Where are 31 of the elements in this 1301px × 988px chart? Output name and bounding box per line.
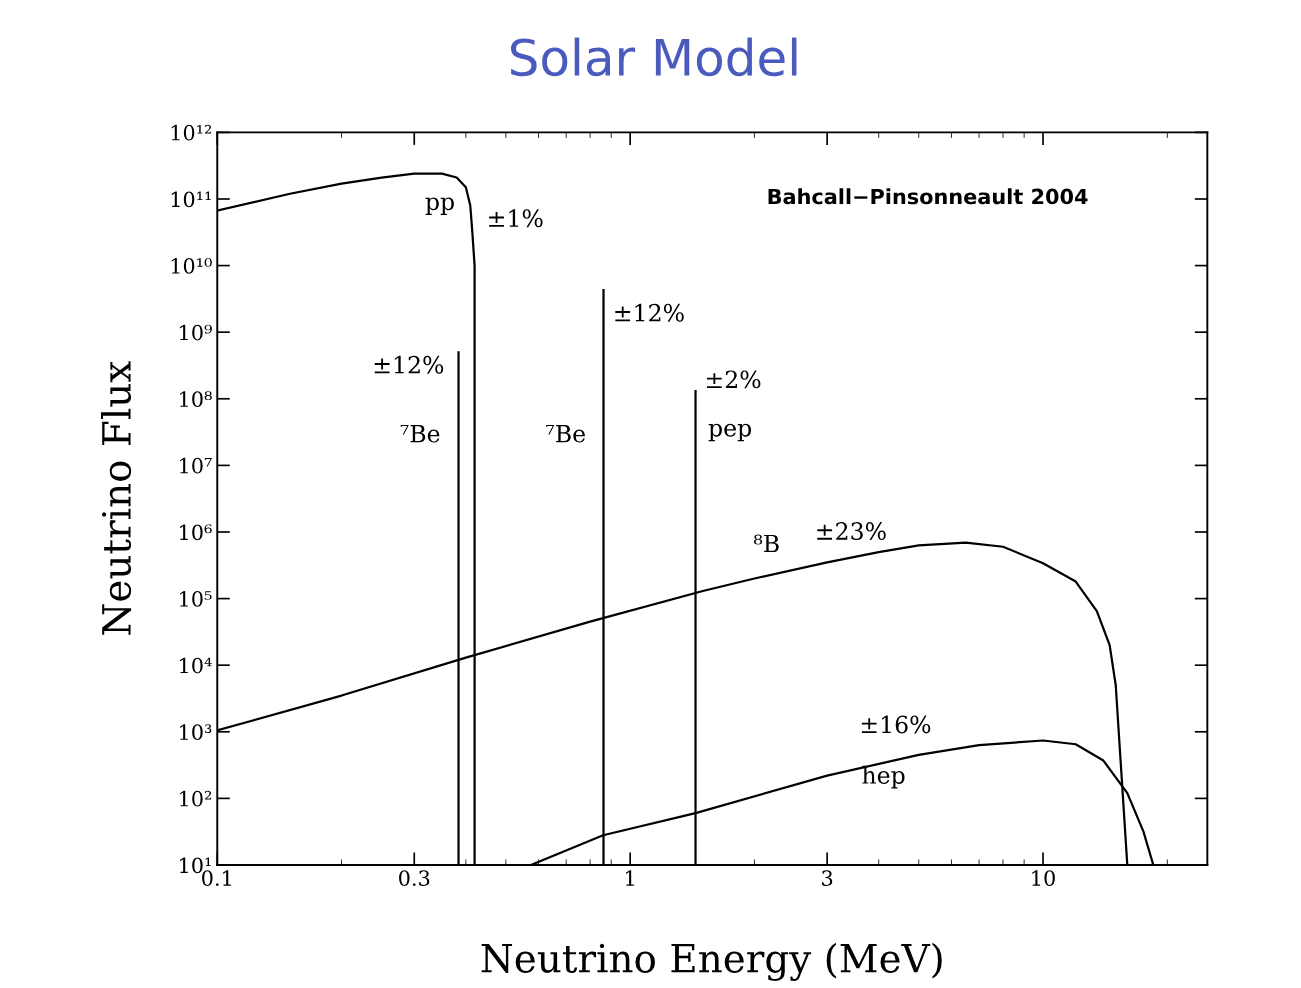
y-tick-label: 10¹¹	[171, 191, 211, 208]
series-label: ⁷Be	[400, 424, 440, 443]
chart-title: Solar Model	[510, 37, 797, 77]
y-tick-label: 10⁵	[180, 591, 212, 607]
x-axis-title: Neutrino Energy (MeV)	[481, 942, 942, 981]
y-tick-label: 10³	[180, 724, 212, 740]
x-tick-label: 1	[626, 870, 634, 886]
annotation: ±12%	[615, 303, 684, 322]
annotation: ±1%	[489, 209, 543, 228]
y-tick-label: 10⁶	[180, 524, 212, 541]
series-label: pep	[708, 423, 752, 442]
y-tick-label: 10²	[180, 790, 212, 807]
y-axis-title: Neutrino Flux	[101, 361, 132, 635]
y-tick-label: 10¹²	[171, 124, 212, 141]
annotation: Bahcall−Pinsonneault 2004	[768, 188, 1088, 205]
y-tick-label: 10⁸	[180, 391, 212, 407]
series-label: ⁷Be	[546, 424, 585, 443]
annotation: ±16%	[861, 715, 931, 734]
x-tick-label: 0.3	[399, 870, 430, 886]
y-tick-label: 10¹⁰	[171, 258, 212, 274]
x-tick-label: 3	[822, 870, 833, 886]
series-label: pp	[425, 197, 454, 215]
annotation: ±12%	[374, 355, 444, 374]
y-tick-label: 10⁹	[180, 324, 212, 341]
series-label: hep	[862, 765, 905, 789]
y-tick-label: 10⁴	[180, 657, 212, 674]
y-tick-label: 10⁷	[180, 457, 212, 474]
annotation: ±2%	[706, 370, 761, 389]
x-tick-label: 10	[1032, 870, 1055, 886]
annotation: ±23%	[817, 522, 886, 540]
series-label: ⁸B	[753, 534, 779, 553]
